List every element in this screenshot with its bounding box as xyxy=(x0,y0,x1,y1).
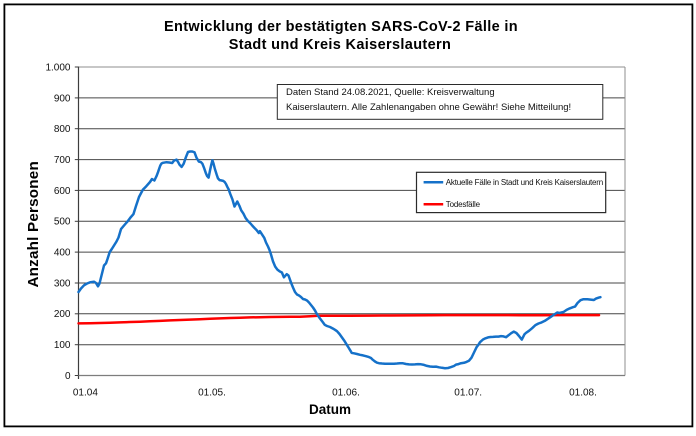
svg-text:Entwicklung der bestätigten SA: Entwicklung der bestätigten SARS-CoV-2 F… xyxy=(164,19,518,35)
svg-text:01.04: 01.04 xyxy=(73,387,98,398)
svg-text:Aktuelle Fälle in Stadt und Kr: Aktuelle Fälle in Stadt und Kreis Kaiser… xyxy=(446,178,603,187)
svg-text:800: 800 xyxy=(54,124,71,135)
svg-text:300: 300 xyxy=(54,278,71,289)
svg-text:200: 200 xyxy=(54,309,71,320)
svg-text:1.000: 1.000 xyxy=(45,62,70,73)
svg-text:0: 0 xyxy=(65,371,71,382)
svg-text:Kaiserslautern. Alle Zahlenang: Kaiserslautern. Alle Zahlenangaben ohne … xyxy=(286,102,571,113)
svg-text:Anzahl Personen: Anzahl Personen xyxy=(25,161,42,288)
svg-text:600: 600 xyxy=(54,186,71,197)
svg-text:Todesfälle: Todesfälle xyxy=(446,200,481,209)
svg-text:500: 500 xyxy=(54,217,71,228)
svg-text:400: 400 xyxy=(54,248,71,259)
svg-text:01.07.: 01.07. xyxy=(454,387,482,398)
svg-text:900: 900 xyxy=(54,93,71,104)
svg-text:01.08.: 01.08. xyxy=(569,387,597,398)
svg-text:700: 700 xyxy=(54,155,71,166)
svg-text:01.06.: 01.06. xyxy=(332,387,360,398)
svg-text:Stadt und Kreis Kaiserslautern: Stadt und Kreis Kaiserslautern xyxy=(229,37,451,53)
svg-text:Daten Stand 24.08.2021, Quelle: Daten Stand 24.08.2021, Quelle: Kreisver… xyxy=(286,87,495,98)
svg-text:01.05.: 01.05. xyxy=(198,387,226,398)
svg-text:100: 100 xyxy=(54,340,71,351)
svg-text:Datum: Datum xyxy=(309,402,351,417)
